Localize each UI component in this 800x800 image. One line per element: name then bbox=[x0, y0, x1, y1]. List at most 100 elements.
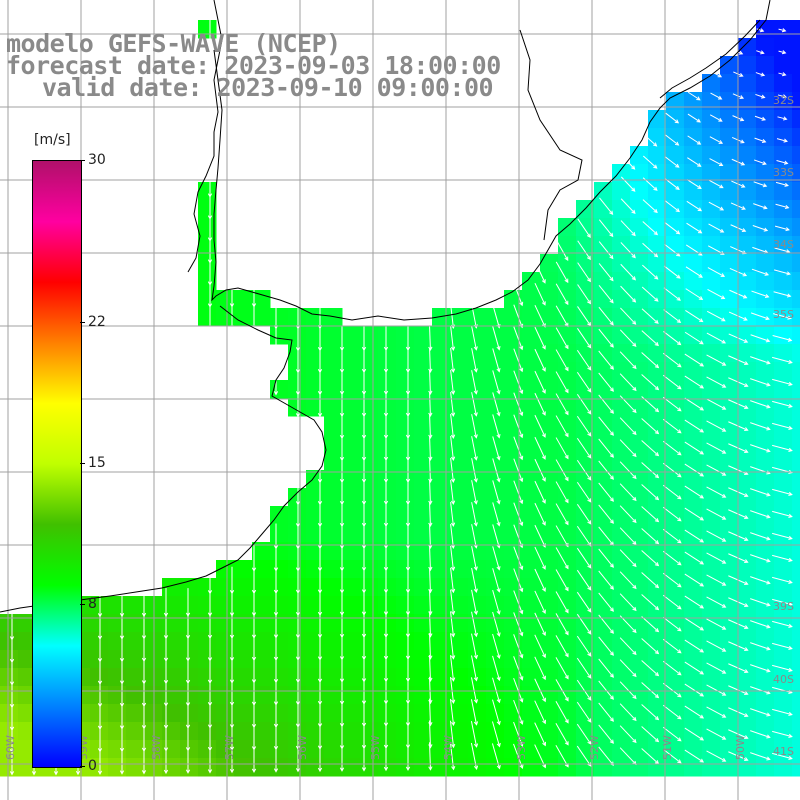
coastline-segment bbox=[187, 0, 223, 273]
wind-speed-cell bbox=[594, 470, 613, 489]
wind-speed-cell bbox=[612, 290, 631, 309]
wind-speed-cell bbox=[756, 470, 775, 489]
wind-speed-cell bbox=[360, 596, 379, 615]
wind-speed-cell bbox=[468, 596, 487, 615]
wind-speed-cell bbox=[648, 632, 667, 651]
wind-speed-cell bbox=[450, 452, 469, 471]
wind-arrow bbox=[555, 635, 569, 658]
wind-speed-cell bbox=[252, 722, 271, 741]
wind-speed-cell bbox=[666, 110, 685, 129]
wind-arrow bbox=[706, 552, 727, 564]
wind-speed-cell bbox=[774, 416, 793, 435]
wind-speed-cell bbox=[792, 488, 800, 507]
wind-arrow bbox=[598, 482, 614, 502]
wind-arrow bbox=[684, 617, 705, 631]
wind-speed-cell bbox=[450, 380, 469, 399]
wind-speed-cell bbox=[738, 668, 757, 687]
wind-speed-cell bbox=[504, 434, 523, 453]
wind-speed-cell bbox=[360, 722, 379, 741]
wind-speed-cell bbox=[702, 362, 721, 381]
wind-speed-cell bbox=[198, 704, 217, 723]
wind-speed-cell bbox=[324, 326, 343, 345]
wind-speed-cell bbox=[342, 344, 361, 363]
wind-speed-cell bbox=[702, 218, 721, 237]
wind-speed-cell bbox=[738, 434, 757, 453]
wind-speed-cell bbox=[594, 236, 613, 255]
wind-speed-cell bbox=[360, 704, 379, 723]
wind-speed-cell bbox=[540, 506, 559, 525]
wind-speed-cell bbox=[792, 254, 800, 273]
wind-arrow bbox=[598, 702, 614, 722]
wind-arrow bbox=[555, 437, 569, 460]
wind-arrow bbox=[686, 200, 703, 212]
wind-arrow bbox=[251, 740, 257, 774]
wind-arrow bbox=[662, 418, 682, 434]
longitude-label: 52W bbox=[588, 735, 601, 760]
wind-speed-cell bbox=[432, 362, 451, 381]
wind-arrow bbox=[449, 676, 456, 704]
wind-speed-cell bbox=[648, 236, 667, 255]
wind-speed-cell bbox=[414, 326, 433, 345]
wind-arrow bbox=[598, 460, 614, 480]
wind-arrow bbox=[492, 348, 501, 373]
wind-speed-cell bbox=[234, 758, 253, 777]
wind-speed-cell bbox=[756, 164, 775, 183]
wind-speed-cell bbox=[252, 668, 271, 687]
wind-speed-cell bbox=[612, 470, 631, 489]
wind-speed-cell bbox=[414, 362, 433, 381]
wind-arrow bbox=[492, 502, 501, 527]
wind-speed-cell bbox=[108, 740, 127, 759]
wind-arrow bbox=[684, 397, 705, 411]
wind-speed-cell bbox=[738, 506, 757, 525]
wind-speed-cell bbox=[720, 326, 739, 345]
wind-speed-cell bbox=[612, 362, 631, 381]
wind-speed-cell bbox=[360, 506, 379, 525]
wind-arrow bbox=[513, 348, 524, 373]
wind-speed-cell bbox=[216, 668, 235, 687]
wind-speed-cell bbox=[756, 146, 775, 165]
wind-speed-cell bbox=[450, 722, 469, 741]
wind-arrow bbox=[471, 480, 478, 505]
wind-speed-cell bbox=[360, 488, 379, 507]
wind-speed-cell bbox=[702, 416, 721, 435]
wind-speed-cell bbox=[774, 560, 793, 579]
wind-speed-cell bbox=[288, 668, 307, 687]
wind-speed-cell bbox=[126, 722, 145, 741]
wind-speed-cell bbox=[360, 470, 379, 489]
wind-speed-cell bbox=[306, 668, 325, 687]
wind-speed-cell bbox=[738, 218, 757, 237]
wind-arrow bbox=[492, 699, 501, 726]
wind-arrow bbox=[684, 353, 705, 367]
wind-speed-cell bbox=[216, 704, 235, 723]
wind-speed-cell bbox=[666, 344, 685, 363]
wind-arrow bbox=[750, 334, 771, 343]
wind-speed-cell bbox=[540, 326, 559, 345]
wind-arrow bbox=[684, 683, 705, 697]
wind-arrow bbox=[450, 392, 456, 417]
wind-speed-cell bbox=[414, 614, 433, 633]
wind-speed-cell bbox=[774, 218, 793, 237]
wind-speed-cell bbox=[414, 704, 433, 723]
wind-speed-cell bbox=[522, 290, 541, 309]
wind-speed-cell bbox=[774, 182, 793, 201]
wind-speed-cell bbox=[270, 596, 289, 615]
wind-speed-cell bbox=[234, 308, 253, 327]
longitude-label: 50W bbox=[734, 735, 747, 760]
wind-speed-cell bbox=[540, 434, 559, 453]
wind-arrow bbox=[513, 282, 524, 307]
wind-arrow bbox=[450, 633, 456, 660]
wind-speed-cell bbox=[540, 362, 559, 381]
wind-speed-cell bbox=[666, 218, 685, 237]
wind-speed-cell bbox=[792, 128, 800, 147]
wind-arrow bbox=[492, 480, 501, 505]
wind-speed-cell bbox=[702, 488, 721, 507]
wind-arrow bbox=[753, 203, 768, 210]
wind-speed-cell bbox=[360, 668, 379, 687]
wind-speed-cell bbox=[486, 704, 505, 723]
wind-speed-cell bbox=[324, 740, 343, 759]
wind-speed-cell bbox=[360, 416, 379, 435]
wind-arrow bbox=[751, 268, 770, 276]
wind-speed-cell bbox=[684, 290, 703, 309]
wind-speed-cell bbox=[504, 632, 523, 651]
wind-speed-cell bbox=[576, 326, 595, 345]
